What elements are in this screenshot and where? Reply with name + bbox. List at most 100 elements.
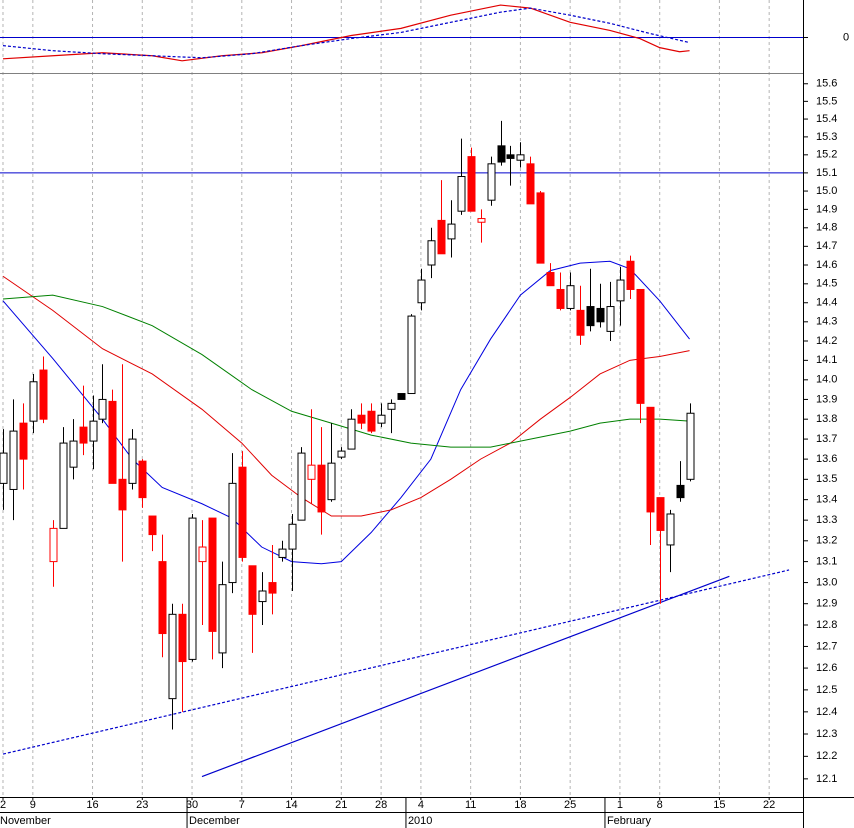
candle-body [536, 192, 545, 264]
x-tick-label: 18 [514, 799, 526, 811]
candle-body [666, 513, 675, 546]
candle-body [238, 466, 247, 558]
y-tick-label: 13.4 [816, 494, 837, 506]
y-tick-label: 12.1 [816, 773, 837, 785]
candle-body [0, 452, 8, 484]
y-tick-label: 15.4 [816, 113, 837, 125]
candle-body [59, 442, 68, 529]
candle-body [576, 309, 585, 336]
y-tick-label: 14.7 [816, 240, 837, 252]
x-tick-label: 22 [763, 799, 775, 811]
candle-body [158, 561, 167, 635]
y-tick-label: 15.2 [816, 149, 837, 161]
candle-body [367, 410, 376, 432]
y-tick-label: 12.9 [816, 598, 837, 610]
y-tick-label: 14.8 [816, 222, 837, 234]
y-tick-label: 15.1 [816, 167, 837, 179]
candle-body [138, 460, 147, 499]
y-tick-label: 12.2 [816, 750, 837, 762]
y-tick-label: 14.9 [816, 203, 837, 215]
x-tick-label: 21 [335, 799, 347, 811]
y-tick-label: 14.6 [816, 259, 837, 271]
y-tick-label: 12.4 [816, 706, 837, 718]
month-label: December [189, 815, 240, 827]
candle-body [556, 288, 565, 309]
candle-body [596, 307, 605, 323]
candle-body [98, 398, 107, 420]
price-panel [0, 120, 803, 778]
y-tick-label: 12.8 [816, 619, 837, 631]
candle-body [646, 406, 655, 513]
y-tick-label: 14.5 [816, 278, 837, 290]
moving-average-line [2, 260, 690, 565]
x-tick-label: 30 [186, 799, 198, 811]
candle-body [49, 527, 58, 563]
oscillator-line [2, 4, 690, 62]
x-tick-label: 2 [0, 799, 6, 811]
y-tick-label: 12.5 [816, 684, 837, 696]
candle-body [89, 420, 98, 442]
y-tick-label: 15.5 [816, 95, 837, 107]
candle-body [228, 482, 237, 584]
month-label: 2010 [408, 815, 432, 827]
candle-body [268, 582, 277, 594]
x-tick-label: 7 [239, 799, 245, 811]
candle-body [128, 438, 137, 484]
candle-body [427, 240, 436, 266]
x-tick-label: 14 [285, 799, 297, 811]
y-tick-label: 12.3 [816, 728, 837, 740]
candle-body [278, 548, 287, 558]
y-tick-label: 14.2 [816, 335, 837, 347]
y-tick-label: 14.3 [816, 316, 837, 328]
y-tick-label: 13.7 [816, 433, 837, 445]
candle-body [437, 219, 446, 255]
moving-average-line [2, 294, 690, 448]
candle-body [208, 517, 217, 632]
candle-body [506, 154, 515, 159]
candle-body [148, 515, 157, 536]
candle-body [447, 223, 456, 240]
y-tick-label: 12.6 [816, 662, 837, 674]
candle-body [29, 381, 38, 422]
candle-body [417, 279, 426, 304]
candle-body [676, 484, 685, 499]
candle-body [606, 306, 615, 332]
y-tick-label: 15.3 [816, 131, 837, 143]
moving-average-line [2, 275, 690, 517]
oscillator-line [2, 7, 690, 59]
candle-body [377, 414, 386, 424]
candle-body [19, 422, 28, 460]
candle-body [546, 272, 555, 287]
y-tick-label: 15.6 [816, 78, 837, 90]
candle-body [317, 464, 326, 513]
candle-body [79, 426, 88, 444]
candle-body [487, 163, 496, 201]
candle-body [69, 440, 78, 468]
candle-body [387, 402, 396, 410]
trendline [2, 569, 790, 755]
candle-body [586, 306, 595, 327]
y-tick-label: 13.5 [816, 473, 837, 485]
y-tick-label: 14.0 [816, 374, 837, 386]
candle-body [407, 315, 416, 395]
candle-body [347, 418, 356, 450]
month-label: February [607, 815, 652, 827]
y-tick-label: 13.0 [816, 576, 837, 588]
y-tick-label: 12.7 [816, 640, 837, 652]
candle-body [178, 613, 187, 663]
candle-body [516, 154, 525, 161]
x-tick-label: 11 [465, 799, 476, 811]
candle-body [457, 176, 466, 212]
x-tick-label: 25 [564, 799, 576, 811]
candle-body [526, 163, 535, 205]
candle-body [327, 462, 336, 501]
candle-body [497, 145, 506, 163]
y-tick-label: 13.2 [816, 535, 837, 547]
x-tick-label: 15 [713, 799, 725, 811]
y-tick-label: 13.1 [816, 556, 837, 568]
candle-body [218, 584, 227, 654]
candle-body [198, 546, 207, 563]
candle-body [626, 260, 635, 290]
